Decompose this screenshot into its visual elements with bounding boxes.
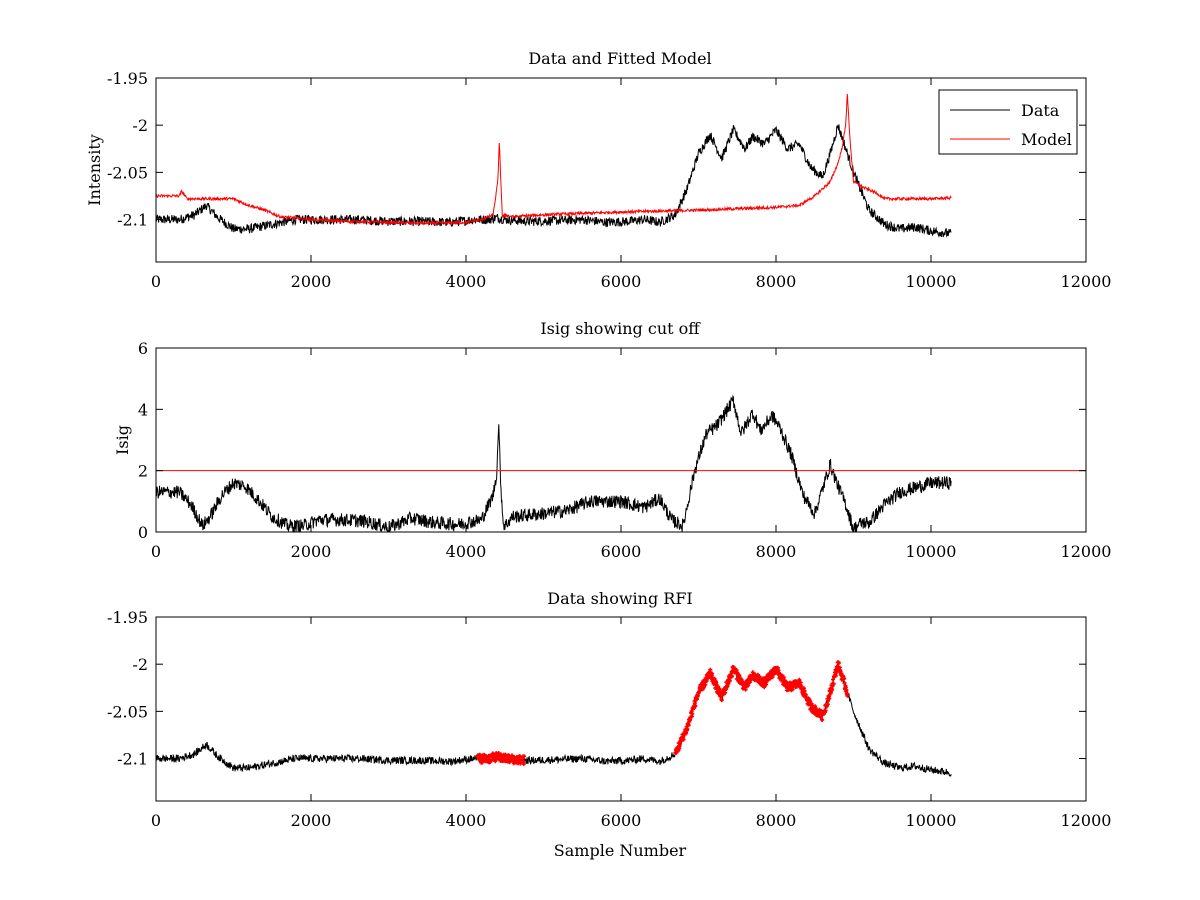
panel-bottom-ticks: 0 2000 4000 6000 8000 10000 12000 -1.95 -2 -2.05 -… <box>107 608 1111 830</box>
bottom-xtick-label: 8000 <box>756 811 797 830</box>
middle-xtick-label: 12000 <box>1061 542 1112 561</box>
panel-top-ticks: 0 2000 4000 6000 8000 10000 12000 -1.95 -2 -2.05 -… <box>107 69 1111 291</box>
middle-xtick-label: 8000 <box>756 542 797 561</box>
middle-xtick-label: 0 <box>151 542 161 561</box>
panel-bottom-plot-area <box>156 660 952 777</box>
middle-series-group <box>156 394 1086 532</box>
panel-middle-title: Isig showing cut off <box>540 319 701 338</box>
middle-ytick-label: 6 <box>138 339 148 358</box>
top-xtick-label: 8000 <box>756 272 797 291</box>
bottom-xtick-label: 10000 <box>906 811 957 830</box>
panel-middle-ylabel: Isig <box>113 425 132 455</box>
middle-xtick-label: 6000 <box>601 542 642 561</box>
middle-xtick-label: 10000 <box>906 542 957 561</box>
bottom-series-group <box>156 660 952 777</box>
legend: Data Model <box>938 89 1078 155</box>
panel-top-ylabel: Intensity <box>85 134 104 206</box>
bottom-ytick-label: -2 <box>132 655 148 674</box>
panel-top-plot-area <box>156 93 952 238</box>
rfi-segment-0 <box>475 751 527 767</box>
top-xtick-label: 2000 <box>291 272 332 291</box>
middle-ytick-label: 2 <box>138 462 148 481</box>
panel-middle-ticks: 0 2000 4000 6000 8000 10000 12000 0 2 4 6 <box>138 339 1112 561</box>
middle-series-isig <box>156 394 952 532</box>
middle-xtick-label: 2000 <box>291 542 332 561</box>
bottom-ytick-label: -1.95 <box>107 608 148 627</box>
middle-ytick-label: 0 <box>138 523 148 542</box>
panel-data-and-model: Data and Fitted Model Intensity 0 2000 400… <box>85 49 1111 291</box>
top-series-model <box>156 93 952 227</box>
top-xtick-label: 4000 <box>446 272 487 291</box>
panel-middle-plot-area <box>156 394 1086 532</box>
top-ytick-label: -2.05 <box>107 163 148 182</box>
rfi-segment-1 <box>673 660 850 755</box>
bottom-xtick-label: 2000 <box>291 811 332 830</box>
middle-ytick-label: 4 <box>138 400 148 419</box>
bottom-xtick-label: 4000 <box>446 811 487 830</box>
bottom-xtick-label: 0 <box>151 811 161 830</box>
top-xtick-label: 10000 <box>906 272 957 291</box>
top-ytick-label: -1.95 <box>107 69 148 88</box>
top-ytick-label: -2.1 <box>117 211 148 230</box>
legend-box <box>938 89 1078 155</box>
bottom-ytick-label: -2.05 <box>107 702 148 721</box>
top-xtick-label: 0 <box>151 272 161 291</box>
panel-top-title: Data and Fitted Model <box>528 49 711 68</box>
top-ytick-label: -2 <box>132 116 148 135</box>
panel-isig: Isig showing cut off Isig 0 2000 4000 6000 8… <box>113 319 1111 561</box>
top-xtick-label: 12000 <box>1061 272 1112 291</box>
top-series-group <box>156 93 952 238</box>
bottom-xtick-label: 12000 <box>1061 811 1112 830</box>
bottom-xtick-label: 6000 <box>601 811 642 830</box>
panel-rfi: Data showing RFI 0 2000 4000 6000 8000 10000 1… <box>107 589 1111 860</box>
rfi-markers <box>475 660 850 767</box>
legend-data-label: Data <box>1021 101 1060 120</box>
bottom-ytick-label: -2.1 <box>117 750 148 769</box>
panel-bottom-title: Data showing RFI <box>547 589 692 608</box>
middle-xtick-label: 4000 <box>446 542 487 561</box>
top-xtick-label: 6000 <box>601 272 642 291</box>
legend-model-label: Model <box>1021 130 1072 149</box>
panel-bottom-xlabel: Sample Number <box>554 841 687 860</box>
